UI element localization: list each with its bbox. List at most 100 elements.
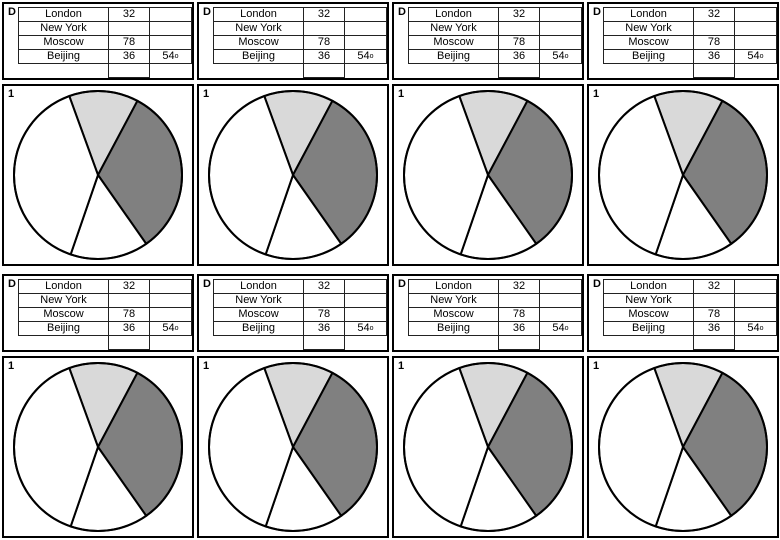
pie-outline [598, 362, 768, 532]
city-cell: London [18, 7, 109, 22]
card-label: D [398, 278, 406, 290]
value-cell: 78 [498, 35, 540, 50]
table-row-blank [19, 63, 192, 78]
table-row: Moscow 78 [603, 307, 777, 322]
angle-cell [539, 293, 582, 308]
chart-label: 1 [593, 88, 600, 100]
value-cell: 78 [303, 307, 345, 322]
value-cell: 36 [498, 49, 540, 64]
pie-outline [208, 362, 378, 532]
angle-cell [734, 307, 777, 322]
angle-cell [734, 279, 777, 294]
pie-chart-card: 1 [587, 84, 779, 266]
value-cell: 78 [108, 307, 150, 322]
pie-chart-card: 1 [2, 84, 194, 266]
pie-chart [403, 90, 573, 260]
city-cell: London [408, 279, 499, 294]
pie-chart [13, 90, 183, 260]
city-cell: New York [408, 21, 499, 36]
value-cell [498, 21, 540, 36]
table-row-blank [19, 335, 192, 350]
city-cell: Beijing [408, 49, 499, 64]
angle-cell: 54o [539, 321, 582, 336]
table-row: New York [18, 293, 192, 308]
city-cell: Beijing [213, 49, 304, 64]
degree-mark: o [759, 325, 764, 332]
value-cell [108, 335, 150, 350]
table-row: Beijing 36 54o [18, 49, 192, 64]
table-row: London 32 [603, 279, 777, 294]
card-label: D [203, 6, 211, 18]
angle-cell: 54o [344, 321, 387, 336]
city-cell: New York [213, 21, 304, 36]
pie-chart-card: 1 [197, 356, 389, 538]
value-cell: 32 [693, 7, 735, 22]
chart-label: 1 [398, 88, 405, 100]
angle-cell: 54o [734, 321, 777, 336]
pie-chart [598, 90, 768, 260]
value-cell: 32 [108, 7, 150, 22]
table-row: London 32 [18, 7, 192, 22]
table-row: Moscow 78 [18, 35, 192, 50]
angle-cell [344, 21, 387, 36]
city-cell: New York [603, 21, 694, 36]
table-row-blank [214, 63, 387, 78]
table-row: Moscow 78 [408, 307, 582, 322]
data-card: D London 32 New York Moscow 78 Beijing 36 54o [2, 2, 194, 80]
value-cell [693, 293, 735, 308]
angle-cell [149, 7, 192, 22]
card-label: D [8, 6, 16, 18]
value-cell [693, 21, 735, 36]
city-cell: Beijing [18, 321, 109, 336]
table-row-blank [409, 335, 582, 350]
pie-outline [403, 90, 573, 260]
table-row: Beijing 36 54o [408, 49, 582, 64]
card-label: D [593, 6, 601, 18]
table-row: London 32 [213, 7, 387, 22]
city-cell: Moscow [213, 35, 304, 50]
city-cell: New York [603, 293, 694, 308]
pie-outline [13, 362, 183, 532]
data-card: D London 32 New York Moscow 78 Beijing 36 54o [392, 274, 584, 352]
value-cell: 32 [498, 279, 540, 294]
data-table: London 32 New York Moscow 78 Beijing 36 54o [18, 279, 192, 350]
table-row: Beijing 36 54o [18, 321, 192, 336]
pie-chart-card: 1 [587, 356, 779, 538]
angle-cell [539, 279, 582, 294]
value-cell [108, 21, 150, 36]
city-cell: Moscow [18, 35, 109, 50]
angle-cell [149, 21, 192, 36]
angle-cell [539, 307, 582, 322]
city-cell: London [18, 279, 109, 294]
data-table: London 32 New York Moscow 78 Beijing 36 54o [408, 7, 582, 78]
city-cell: Beijing [18, 49, 109, 64]
value-cell: 36 [693, 49, 735, 64]
data-card: D London 32 New York Moscow 78 Beijing 36 54o [2, 274, 194, 352]
table-row: New York [408, 293, 582, 308]
card-label: D [398, 6, 406, 18]
value-cell: 32 [108, 279, 150, 294]
angle-value: 54 [162, 322, 175, 334]
angle-cell [734, 293, 777, 308]
table-row: Moscow 78 [603, 35, 777, 50]
table-row-blank [604, 63, 777, 78]
data-card: D London 32 New York Moscow 78 Beijing 36 54o [587, 2, 779, 80]
table-row: Moscow 78 [18, 307, 192, 322]
pie-chart [598, 362, 768, 532]
angle-cell [344, 307, 387, 322]
value-cell: 36 [303, 321, 345, 336]
value-cell [303, 63, 345, 78]
angle-cell [344, 279, 387, 294]
data-table: London 32 New York Moscow 78 Beijing 36 54o [213, 279, 387, 350]
table-row: London 32 [18, 279, 192, 294]
angle-value: 54 [552, 50, 565, 62]
value-cell: 36 [108, 49, 150, 64]
value-cell: 32 [303, 7, 345, 22]
value-cell: 78 [108, 35, 150, 50]
pie-chart [208, 90, 378, 260]
table-row: London 32 [408, 7, 582, 22]
value-cell [108, 63, 150, 78]
city-cell: New York [18, 21, 109, 36]
angle-cell [539, 21, 582, 36]
angle-value: 54 [357, 322, 370, 334]
